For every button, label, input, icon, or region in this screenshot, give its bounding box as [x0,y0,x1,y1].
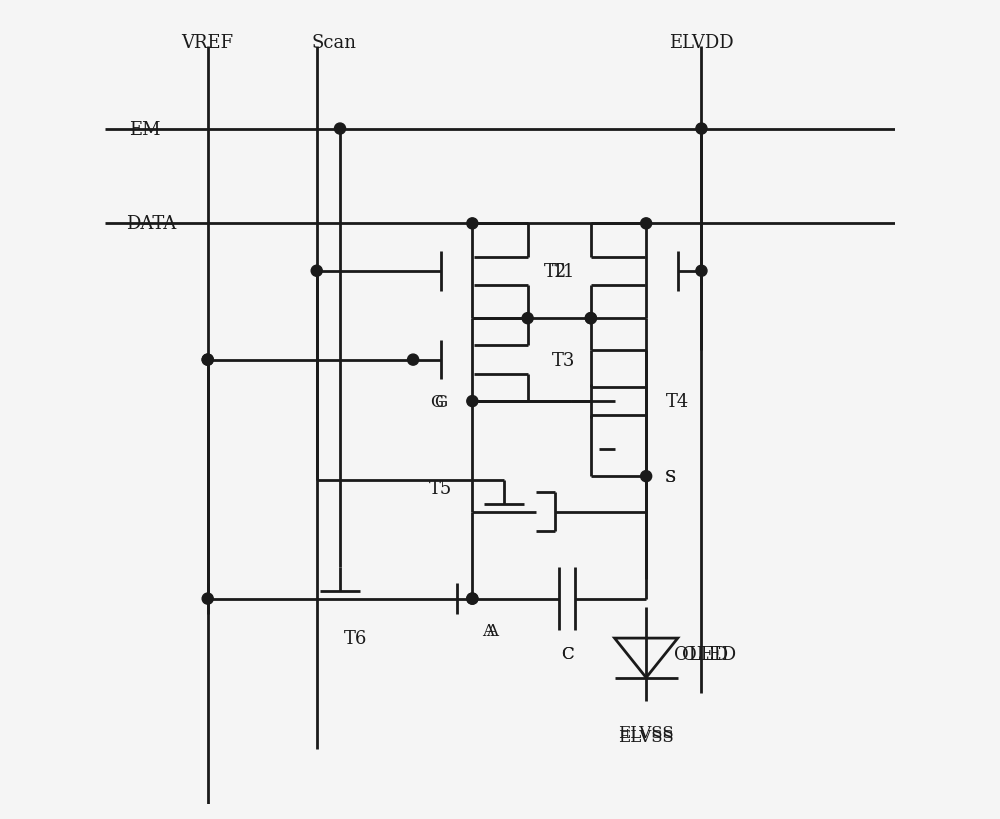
Circle shape [202,355,213,366]
Text: OLED: OLED [682,645,736,663]
Text: ELVSS: ELVSS [618,728,674,745]
Circle shape [585,313,596,324]
Circle shape [467,396,478,407]
Text: T4: T4 [666,392,689,410]
Circle shape [467,219,478,229]
Circle shape [408,355,419,366]
Circle shape [641,219,652,229]
Text: G: G [430,393,443,410]
Text: Scan: Scan [312,34,357,52]
Text: S: S [664,468,676,485]
Text: VREF: VREF [182,34,234,52]
Text: DATA: DATA [126,215,176,233]
Text: C: C [561,645,573,663]
Circle shape [311,266,322,277]
Text: EM: EM [129,120,160,138]
Circle shape [585,313,596,324]
Circle shape [202,355,213,366]
Text: A: A [482,622,494,639]
Text: T2: T2 [544,262,567,280]
Text: G: G [434,393,447,410]
Circle shape [467,593,478,604]
Text: OLED: OLED [674,645,729,663]
Text: A: A [486,622,498,639]
Circle shape [334,124,346,135]
Text: T1: T1 [552,262,575,280]
Text: ELVSS: ELVSS [618,725,674,741]
Text: C: C [561,645,573,663]
Circle shape [696,266,707,277]
Text: T3: T3 [552,351,575,369]
Text: ELVDD: ELVDD [669,34,734,52]
Text: S: S [664,468,676,485]
Circle shape [467,593,478,604]
Circle shape [696,124,707,135]
Text: T6: T6 [344,629,368,647]
Circle shape [522,313,533,324]
Circle shape [202,593,213,604]
Text: T5: T5 [429,479,452,497]
Circle shape [641,471,652,482]
